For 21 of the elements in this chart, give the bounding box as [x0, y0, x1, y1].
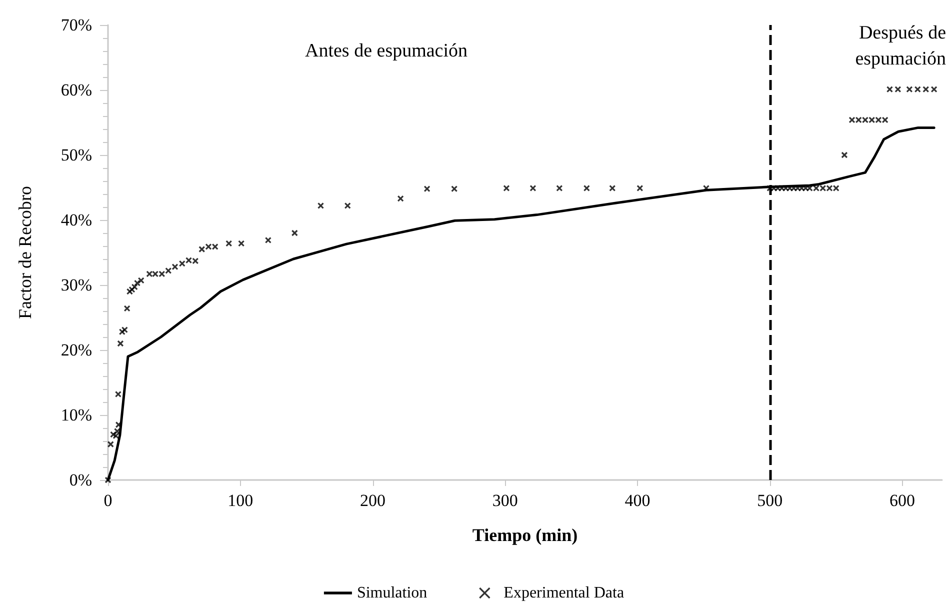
y-tick-label: 30%: [60, 276, 92, 294]
x-tick-label: 200: [360, 491, 386, 510]
legend-label: Experimental Data: [504, 584, 624, 602]
y-axis-title: Factor de Recobro: [15, 186, 35, 319]
y-tick-label: 10%: [60, 406, 92, 424]
x-axis-title: Tiempo (min): [472, 525, 578, 545]
annotation: Después de espumación: [855, 22, 946, 70]
annotation: Antes de espumación: [305, 40, 468, 62]
y-tick-label: 20%: [60, 340, 92, 360]
x-tick-label: 100: [228, 491, 254, 510]
y-tick-label: 40%: [60, 210, 92, 230]
y-tick-label: 0%: [69, 470, 92, 490]
x-tick-label: 400: [624, 491, 650, 510]
legend-label: Simulation: [356, 584, 428, 602]
x-tick-label: 300: [492, 491, 518, 510]
y-tick-label: 70%: [60, 16, 92, 34]
y-tick-label: 50%: [60, 146, 92, 164]
x-tick-label: 500: [757, 491, 783, 510]
x-tick-label: 600: [890, 491, 916, 510]
y-tick-label: 60%: [60, 80, 92, 100]
x-tick-label: 0: [104, 491, 112, 510]
